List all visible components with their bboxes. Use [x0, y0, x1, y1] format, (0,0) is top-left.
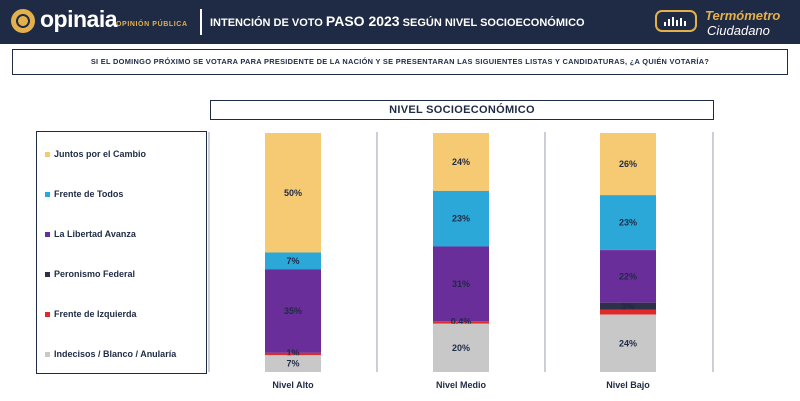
data-label: 24%	[619, 338, 637, 348]
legend-swatch	[45, 191, 50, 197]
legend-label: Indecisos / Blanco / Anularía	[54, 349, 177, 359]
bar-segment	[600, 314, 656, 372]
legend-swatch	[45, 151, 50, 157]
legend-label: Peronismo Federal	[54, 269, 136, 279]
legend-item: Frente de Todos	[45, 188, 123, 200]
legend-swatch	[45, 231, 50, 237]
bar-segment	[265, 352, 321, 356]
bar-segment	[265, 355, 321, 372]
ciudadano-label: Ciudadano	[707, 23, 770, 38]
legend-label: Juntos por el Cambio	[54, 149, 147, 159]
header-divider	[200, 9, 202, 35]
legend-label: Frente de Izquierda	[54, 309, 137, 319]
brand-subtitle: OPINIÓN PÚBLICA	[116, 21, 188, 28]
legend: Juntos por el Cambio Frente de Todos La Li…	[36, 131, 207, 374]
bar-segment	[433, 323, 489, 372]
bar-segment	[600, 309, 656, 315]
bar-segment	[600, 133, 656, 196]
data-label: 23%	[452, 214, 470, 224]
termometro-label: Termómetro	[705, 8, 781, 23]
data-label: 31%	[452, 279, 470, 289]
data-label: 35%	[284, 306, 302, 316]
bar-segment	[600, 250, 656, 303]
category-label: Nivel Alto	[272, 380, 314, 390]
page-title: Intención de voto PASO 2023 según nivel …	[210, 13, 585, 29]
legend-item: Peronismo Federal	[45, 268, 135, 280]
category-label: Nivel Medio	[436, 380, 487, 390]
thermometer-icon	[655, 10, 697, 32]
bar-segment	[433, 133, 489, 191]
header-bar: opinaia OPINIÓN PÚBLICA Intención de vot…	[0, 0, 800, 44]
bar-segment	[265, 269, 321, 353]
chart-title: Nivel socioeconómico	[210, 100, 714, 120]
data-label: 3%	[621, 301, 634, 311]
data-label: 26%	[619, 159, 637, 169]
bar-segment	[265, 252, 321, 270]
legend-item: Indecisos / Blanco / Anularía	[45, 348, 176, 360]
data-label: 7%	[286, 256, 299, 266]
legend-item: Juntos por el Cambio	[45, 148, 146, 160]
legend-swatch	[45, 271, 50, 277]
bar-segment	[433, 321, 489, 324]
title-part-2: PASO 2023	[325, 13, 400, 29]
data-label: 22%	[619, 271, 637, 281]
legend-item: Frente de Izquierda	[45, 308, 137, 320]
survey-question: Si el domingo próximo se votara para Pre…	[12, 49, 788, 75]
data-label: 1%	[286, 348, 299, 358]
bar-segment	[433, 190, 489, 247]
signal-bars-icon	[664, 17, 688, 26]
opinaia-logo-icon	[11, 9, 35, 33]
bar-segment	[600, 302, 656, 310]
bar-segment	[265, 133, 321, 253]
data-label: 23%	[619, 218, 637, 228]
data-label: 24%	[452, 157, 470, 167]
data-label: 7%	[286, 359, 299, 369]
legend-swatch	[45, 311, 50, 317]
legend-label: La Libertad Avanza	[54, 229, 136, 239]
category-label: Nivel Bajo	[606, 380, 650, 390]
data-label: 0,4%	[451, 317, 472, 327]
title-part-3: según nivel socioeconómico	[399, 17, 585, 29]
legend-swatch	[45, 351, 50, 357]
bar-segment	[600, 195, 656, 251]
title-part-1: Intención de voto	[210, 17, 326, 29]
bar-segment	[433, 246, 489, 322]
legend-label: Frente de Todos	[54, 189, 124, 199]
brand-name: opinaia	[40, 6, 118, 32]
legend-item: La Libertad Avanza	[45, 228, 136, 240]
data-label: 50%	[284, 188, 302, 198]
data-label: 20%	[452, 343, 470, 353]
